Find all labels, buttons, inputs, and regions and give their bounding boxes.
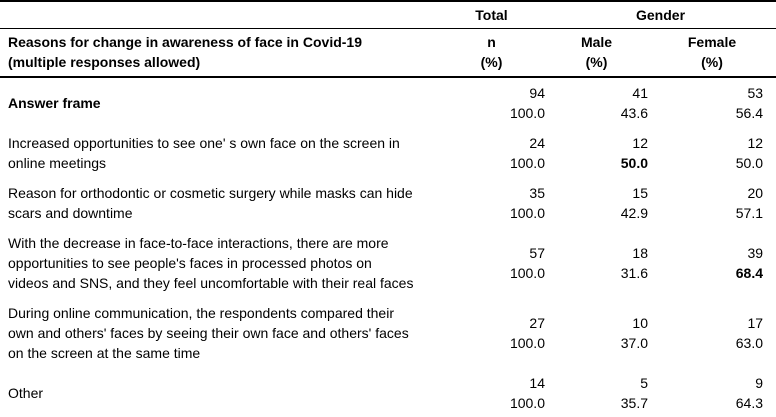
female-count: 9 [755, 375, 764, 391]
n-percent: 100.0 [509, 265, 545, 281]
female-percent: 63.0 [735, 335, 764, 351]
header-n-column: n (%) [438, 28, 545, 78]
cell-male: 18 31.6 [545, 228, 648, 298]
male-percent: 37.0 [620, 335, 648, 351]
male-count: 18 [632, 245, 648, 261]
female-count: 12 [747, 135, 764, 151]
female-count: 53 [747, 85, 764, 101]
cell-male: 41 43.6 [545, 77, 648, 128]
cell-female: 53 56.4 [648, 77, 776, 128]
row-label: Increased opportunities to see one' s ow… [8, 135, 400, 171]
header-reason-column: Reasons for change in awareness of face … [0, 28, 438, 78]
female-count: 20 [747, 185, 764, 201]
female-count: 17 [747, 315, 764, 331]
header-gender-group: Gender [545, 1, 776, 29]
cell-female: 12 50.0 [648, 128, 776, 178]
male-count: 15 [632, 185, 648, 201]
cell-female: 20 57.1 [648, 178, 776, 228]
cell-female: 39 68.4 [648, 228, 776, 298]
male-percent: 35.7 [620, 395, 648, 411]
header-female-column: Female (%) [648, 28, 776, 78]
header-group-row: Total Gender [0, 1, 776, 29]
cell-male: 5 35.7 [545, 368, 648, 417]
male-count: 12 [632, 135, 648, 151]
cell-total: 57 100.0 [438, 228, 545, 298]
row-label: Reason for orthodontic or cosmetic surge… [8, 185, 413, 221]
male-percent: 50.0 [620, 155, 648, 171]
n-count: 27 [529, 315, 545, 331]
header-total-group: Total [438, 1, 545, 29]
n-count: 24 [529, 135, 545, 151]
male-percent: 42.9 [620, 205, 648, 221]
cell-male: 15 42.9 [545, 178, 648, 228]
row-label: During online communication, the respond… [8, 305, 409, 361]
cell-total: 24 100.0 [438, 128, 545, 178]
cell-total: 27 100.0 [438, 298, 545, 368]
female-percent: 68.4 [735, 265, 764, 281]
table-row-compare-faces: During online communication, the respond… [0, 298, 776, 368]
male-percent: 31.6 [620, 265, 648, 281]
header-column-row: Reasons for change in awareness of face … [0, 28, 776, 78]
female-percent: 64.3 [735, 395, 764, 411]
n-percent: 100.0 [509, 205, 545, 221]
header-male-column: Male (%) [545, 28, 648, 78]
table-row-answer-frame: Answer frame 94 100.0 41 43.6 53 56.4 [0, 77, 776, 128]
n-count: 57 [529, 245, 545, 261]
male-percent: 43.6 [620, 105, 648, 121]
table-row-other: Other 14 100.0 5 35.7 9 64.3 [0, 368, 776, 417]
cell-female: 9 64.3 [648, 368, 776, 417]
table-row-online-meetings: Increased opportunities to see one' s ow… [0, 128, 776, 178]
male-count: 5 [640, 375, 648, 391]
n-count: 94 [529, 85, 545, 101]
header-group-spacer [0, 1, 438, 29]
cell-male: 10 37.0 [545, 298, 648, 368]
n-count: 14 [529, 375, 545, 391]
row-label: Answer frame [8, 95, 101, 111]
female-percent: 50.0 [735, 155, 764, 171]
female-percent: 57.1 [735, 205, 764, 221]
n-percent: 100.0 [509, 105, 545, 121]
male-count: 10 [632, 315, 648, 331]
female-percent: 56.4 [735, 105, 764, 121]
cell-female: 17 63.0 [648, 298, 776, 368]
table-row-orthodontic-surgery: Reason for orthodontic or cosmetic surge… [0, 178, 776, 228]
row-label: Other [8, 385, 44, 401]
cell-total: 94 100.0 [438, 77, 545, 128]
n-percent: 100.0 [509, 395, 545, 411]
female-count: 39 [747, 245, 764, 261]
table-row-processed-photos: With the decrease in face-to-face intera… [0, 228, 776, 298]
n-percent: 100.0 [509, 155, 545, 171]
n-count: 35 [529, 185, 545, 201]
cell-total: 14 100.0 [438, 368, 545, 417]
n-percent: 100.0 [509, 335, 545, 351]
cell-total: 35 100.0 [438, 178, 545, 228]
male-count: 41 [632, 85, 648, 101]
row-label: With the decrease in face-to-face intera… [8, 235, 414, 291]
cell-male: 12 50.0 [545, 128, 648, 178]
